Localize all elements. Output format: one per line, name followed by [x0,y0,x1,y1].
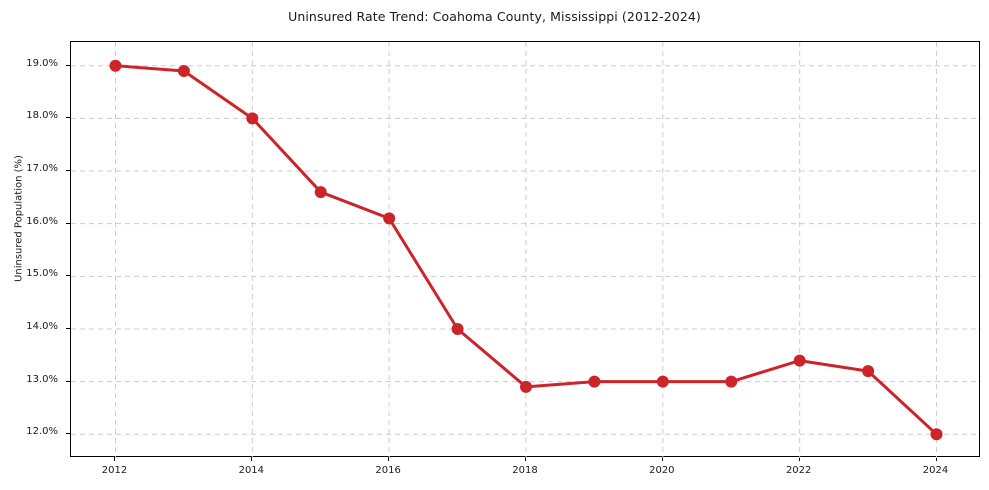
data-point-marker[interactable] [246,112,259,125]
chart-title: Uninsured Rate Trend: Coahoma County, Mi… [288,9,701,24]
data-point-marker[interactable] [725,375,738,388]
y-tick-mark [66,433,70,435]
y-tick-mark [66,275,70,277]
data-point-marker[interactable] [177,64,190,77]
data-point-marker[interactable] [656,375,669,388]
x-tick-label: 2022 [785,465,812,476]
y-tick-label: 12.0% [26,426,58,438]
data-point-marker[interactable] [383,212,396,225]
data-series-uninsured-rate [109,59,943,441]
y-tick-label: 17.0% [26,163,58,174]
y-tick-label: 18.0% [26,110,58,122]
x-tick-mark [114,457,116,461]
y-tick-label: 15.0% [26,268,58,280]
data-point-marker[interactable] [520,380,532,393]
data-point-marker[interactable] [314,186,327,199]
data-point-marker[interactable] [862,365,875,378]
y-tick-mark [66,64,70,66]
x-tick-mark [661,457,663,461]
x-tick-mark [251,457,253,461]
y-tick-label: 14.0% [26,320,58,332]
data-point-marker[interactable] [588,375,601,388]
y-tick-mark [66,117,70,119]
data-point-marker[interactable] [451,322,464,335]
data-point-marker[interactable] [109,59,122,72]
data-point-marker[interactable] [793,354,806,367]
x-tick-mark [935,457,937,461]
y-tick-label: 13.0% [26,373,58,385]
x-tick-label: 2016 [375,465,401,476]
x-tick-label: 2020 [649,465,675,476]
x-tick-mark [798,457,800,461]
data-point-marker[interactable] [930,428,943,441]
x-tick-label: 2012 [101,465,128,476]
plot-area [70,41,981,458]
x-tick-label: 2014 [238,465,265,476]
y-tick-mark [66,222,70,224]
y-tick-label: 16.0% [26,215,58,227]
x-tick-mark [388,457,390,461]
y-tick-mark [66,170,70,171]
x-tick-label: 2018 [512,465,538,476]
y-tick-mark [66,380,70,382]
y-tick-label: 19.0% [26,57,58,69]
y-tick-mark [66,327,70,329]
x-tick-mark [525,457,526,461]
trend-line [113,64,939,436]
x-tick-label: 2024 [922,465,949,476]
grid-lines [71,42,981,458]
